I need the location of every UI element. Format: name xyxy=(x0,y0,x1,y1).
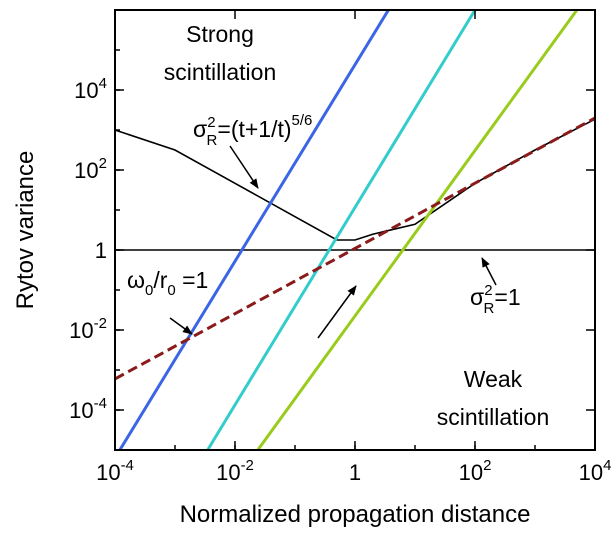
series-line-3 xyxy=(118,10,390,450)
one-eq: =1 xyxy=(494,284,520,310)
series-layer xyxy=(115,10,595,450)
one-sup: 2 xyxy=(484,282,492,299)
x-tick-label-0: 10-4 xyxy=(96,457,134,485)
series-line-1 xyxy=(115,118,595,241)
ratio-omega: ω xyxy=(127,267,145,293)
x-tick-label-3: 102 xyxy=(459,457,492,485)
series-line-5 xyxy=(256,10,579,450)
rytov-formula-annotation: σ2 R=(t+1/t)5/6 xyxy=(193,112,312,149)
strong-label-line2: scintillation xyxy=(164,59,277,85)
one-sub: R xyxy=(484,300,495,317)
weak-label-line2: scintillation xyxy=(437,404,550,430)
ratio-arrow xyxy=(169,317,193,335)
x-tick-label-4: 104 xyxy=(579,457,612,485)
weak-label-line1: Weak xyxy=(464,366,523,392)
y-tick-label-2: 1 xyxy=(95,238,107,263)
strong-label-line1: Strong xyxy=(186,21,254,47)
y-tick-label-3: 102 xyxy=(74,155,107,183)
ratio-eq: =1 xyxy=(176,267,209,293)
y-tick-label-0: 10-4 xyxy=(69,395,107,423)
formula-exponent: 5/6 xyxy=(292,112,313,129)
series-line-6 xyxy=(115,116,595,381)
ratio-annotation: ω0/r0 =1 xyxy=(127,267,208,299)
formula-arrow xyxy=(229,145,259,189)
y-axis-label: Rytov variance xyxy=(12,151,39,310)
x-tick-label-2: 1 xyxy=(349,460,361,485)
rytov-one-annotation: σ2 R=1 xyxy=(470,282,521,317)
ratio-sub1: 0 xyxy=(145,282,153,299)
formula-sub: R xyxy=(207,132,218,149)
x-tick-label-1: 10-2 xyxy=(216,457,254,485)
formula-sup: 2 xyxy=(207,114,215,131)
formula-eq: =(t+1/t) xyxy=(217,116,291,142)
y-tick-label-1: 10-2 xyxy=(69,315,107,343)
ratio-slash: /r xyxy=(153,267,167,293)
formula-sigma: σ xyxy=(193,116,207,142)
rytov-one-arrow xyxy=(481,257,497,286)
x-axis-label: Normalized propagation distance xyxy=(180,501,531,528)
one-sigma: σ xyxy=(470,284,484,310)
direction-arrow xyxy=(317,285,357,339)
ratio-sub2: 0 xyxy=(167,282,175,299)
series-line-4 xyxy=(206,10,477,450)
ticks-layer: 10-4 10-2 1 102 104 10-4 10-2 1 102 104 xyxy=(69,9,612,485)
y-tick-label-4: 104 xyxy=(74,75,107,103)
